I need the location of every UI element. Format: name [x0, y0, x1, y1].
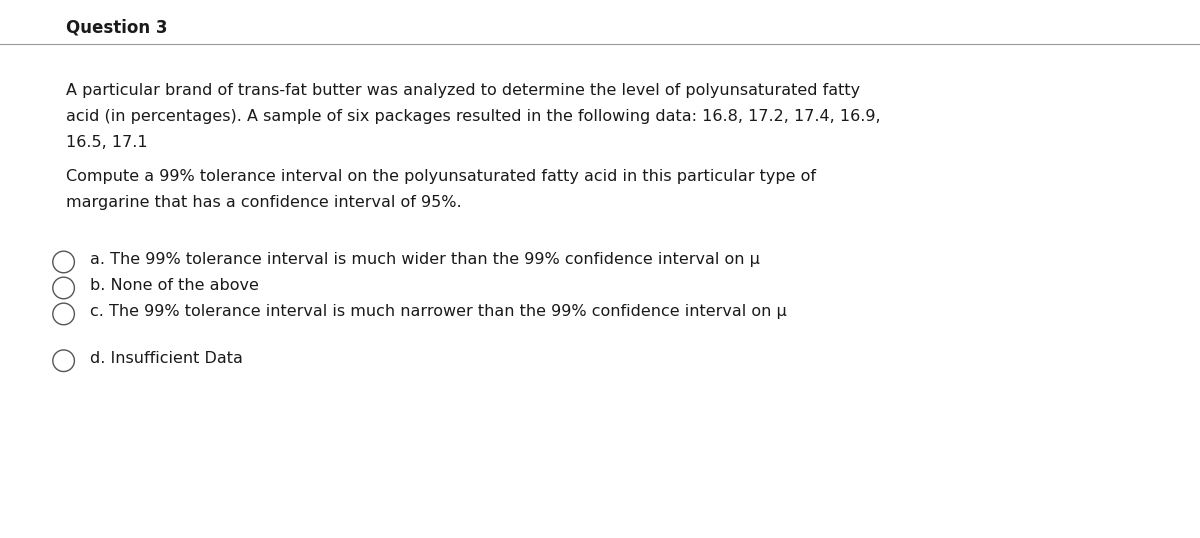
- Text: A particular brand of trans-fat butter was analyzed to determine the level of po: A particular brand of trans-fat butter w…: [66, 83, 860, 98]
- Text: margarine that has a confidence interval of 95%.: margarine that has a confidence interval…: [66, 195, 462, 210]
- Text: b. None of the above: b. None of the above: [90, 278, 259, 293]
- Text: c. The 99% tolerance interval is much narrower than the 99% confidence interval : c. The 99% tolerance interval is much na…: [90, 305, 787, 319]
- Text: Compute a 99% tolerance interval on the polyunsaturated fatty acid in this parti: Compute a 99% tolerance interval on the …: [66, 169, 816, 184]
- Text: Question 3: Question 3: [66, 19, 168, 37]
- Text: acid (in percentages). A sample of six packages resulted in the following data: : acid (in percentages). A sample of six p…: [66, 109, 881, 124]
- Text: a. The 99% tolerance interval is much wider than the 99% confidence interval on : a. The 99% tolerance interval is much wi…: [90, 252, 760, 267]
- Text: d. Insufficient Data: d. Insufficient Data: [90, 351, 242, 366]
- Text: 16.5, 17.1: 16.5, 17.1: [66, 136, 148, 150]
